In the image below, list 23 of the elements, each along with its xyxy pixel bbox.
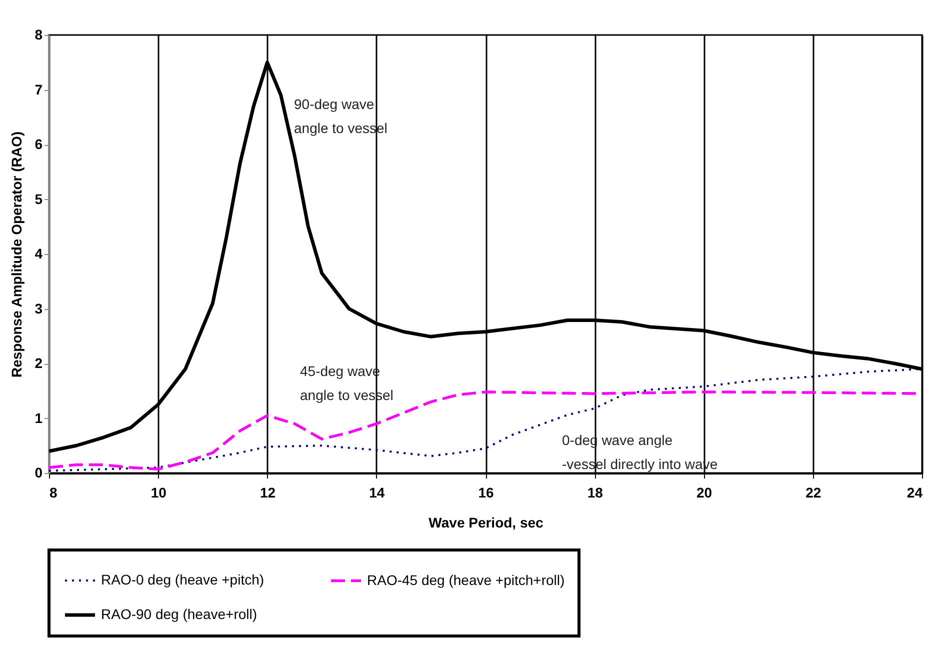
y-axis-title: Response Amplitude Operator (RAO) bbox=[8, 131, 25, 378]
x-axis-title: Wave Period, sec bbox=[428, 514, 544, 530]
x-tick-label: 18 bbox=[587, 484, 604, 500]
x-tick-label: 10 bbox=[150, 484, 167, 500]
y-tick-label: 5 bbox=[34, 190, 43, 207]
x-tick-label: 8 bbox=[50, 484, 58, 500]
x-tick-label: 16 bbox=[478, 484, 494, 500]
x-tick-label: 20 bbox=[696, 484, 712, 500]
y-tick-label: 3 bbox=[34, 300, 43, 316]
y-tick-label: 1 bbox=[34, 410, 43, 426]
y-tick-label: 4 bbox=[34, 246, 43, 262]
x-tick-label: 22 bbox=[806, 484, 822, 500]
y-tick-label: 2 bbox=[34, 355, 43, 371]
legend-label: RAO-0 deg (heave +pitch) bbox=[101, 572, 264, 588]
legend-label: RAO-45 deg (heave +pitch+roll) bbox=[367, 572, 565, 588]
y-tick-label: 8 bbox=[34, 26, 43, 42]
y-tick-label: 7 bbox=[34, 81, 43, 98]
x-tick-label: 14 bbox=[369, 484, 385, 500]
x-tick-label: 12 bbox=[260, 484, 276, 500]
y-tick-label: 0 bbox=[34, 464, 43, 480]
legend-label: RAO-90 deg (heave+roll) bbox=[101, 606, 258, 622]
x-tick-label: 24 bbox=[906, 484, 923, 500]
y-tick-label: 6 bbox=[34, 136, 43, 152]
